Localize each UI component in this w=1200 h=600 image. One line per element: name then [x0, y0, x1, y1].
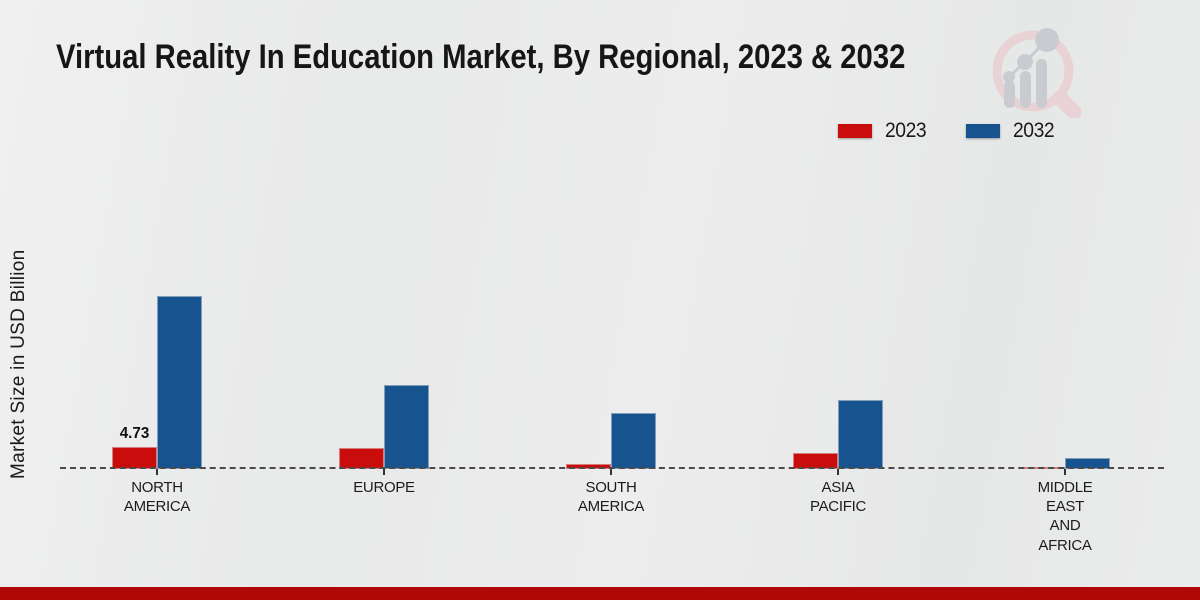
legend: 2023 2032 — [838, 119, 1057, 143]
footer-accent-bar — [0, 587, 1200, 600]
legend-label-2023: 2023 — [885, 119, 927, 142]
legend-swatch-2023 — [838, 124, 872, 138]
bar-2032-north-america — [157, 295, 202, 469]
x-axis-tick-europe — [383, 469, 385, 475]
bar-2023-europe — [339, 447, 384, 469]
chart-title: Virtual Reality In Education Market, By … — [56, 38, 906, 76]
legend-label-2032: 2032 — [1012, 119, 1055, 142]
category-label-asia-pacific: ASIA PACIFIC — [810, 479, 866, 516]
mrfr-logo-icon — [992, 28, 1082, 118]
x-axis-dashed-baseline — [60, 467, 1164, 469]
category-label-middle-east-and-africa: MIDDLE EAST AND AFRICA — [1037, 479, 1093, 554]
bar-2023-north-america — [112, 446, 157, 469]
legend-item-2032: 2032 — [965, 119, 1058, 143]
category-label-south-america: SOUTH AMERICA — [577, 479, 645, 516]
bar-2032-asia-pacific — [838, 399, 883, 469]
x-axis-tick-south-america — [610, 469, 612, 475]
x-axis-tick-asia-pacific — [837, 469, 839, 475]
legend-swatch-2032 — [965, 124, 1000, 138]
x-axis-tick-north-america — [156, 469, 158, 475]
bar-value-label-2023-north-america: 4.73 — [119, 424, 150, 442]
category-label-north-america: NORTH AMERICA — [123, 479, 191, 516]
legend-item-2023: 2023 — [838, 119, 930, 143]
bar-2032-south-america — [611, 412, 656, 469]
x-axis-tick-middle-east-and-africa — [1064, 469, 1066, 475]
category-label-europe: EUROPE — [353, 479, 415, 496]
bar-2032-europe — [384, 384, 429, 469]
